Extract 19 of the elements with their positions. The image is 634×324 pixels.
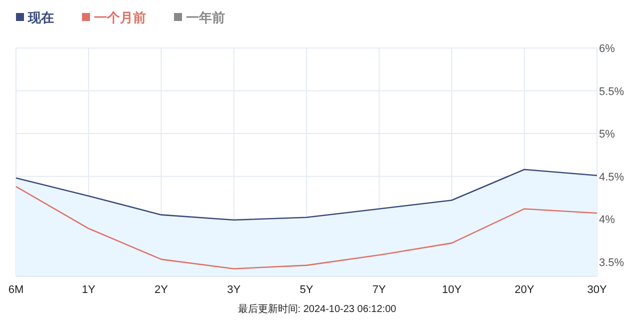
xtick: 2Y (154, 284, 168, 296)
ytick: 4.5% (599, 171, 624, 184)
xtick: 10Y (442, 284, 462, 296)
legend-label: 一年前 (186, 10, 225, 25)
xtick: 3Y (227, 284, 241, 296)
ytick: 4% (599, 214, 615, 226)
xtick: 7Y (372, 284, 386, 296)
legend-label: 现在 (27, 10, 54, 25)
ytick: 6% (599, 43, 615, 55)
xtick: 20Y (514, 284, 534, 296)
ytick: 3.5% (599, 256, 624, 269)
legend-label: 一个月前 (94, 10, 146, 25)
annotation: 最后更新时间: 2024-10-23 06:12:00 (238, 304, 396, 315)
xtick: 5Y (300, 284, 314, 296)
xtick: 1Y (82, 284, 96, 296)
xtick: 6M (8, 284, 24, 296)
xtick: 30Y (587, 284, 607, 296)
ytick: 5% (599, 128, 615, 141)
ytick: 5.5% (599, 86, 624, 98)
